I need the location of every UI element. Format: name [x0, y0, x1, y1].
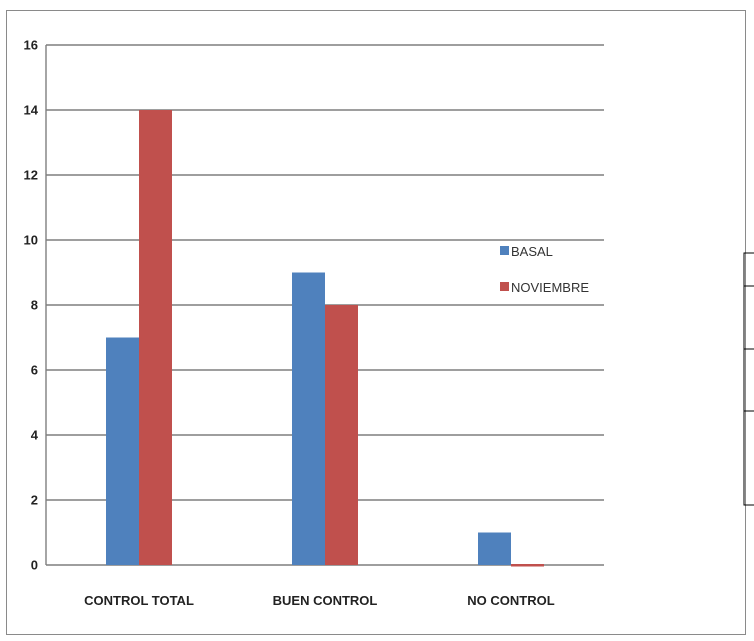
legend-swatch-basal	[500, 246, 509, 255]
y-tick-label: 12	[24, 168, 38, 183]
y-tick-labels: 0 2 4 6 8 10 12 14 16	[24, 38, 39, 573]
y-tick-label: 4	[31, 428, 39, 443]
y-tick-label: 14	[24, 103, 39, 118]
y-tick-label: 10	[24, 233, 38, 248]
legend: BASAL NOVIEMBRE	[500, 244, 589, 295]
chart-frame	[6, 10, 746, 635]
bar-basal	[478, 532, 511, 565]
legend-swatch-noviembre	[500, 282, 509, 291]
bars	[106, 110, 544, 567]
side-table-fragment	[743, 252, 754, 506]
legend-label-noviembre: NOVIEMBRE	[511, 280, 589, 295]
x-category-label: NO CONTROL	[467, 593, 554, 608]
bar-noviembre	[325, 305, 358, 565]
bar-noviembre	[139, 110, 172, 565]
bar-basal	[106, 337, 139, 565]
y-tick-label: 0	[31, 558, 38, 573]
x-category-label: CONTROL TOTAL	[84, 593, 194, 608]
y-tick-label: 2	[31, 493, 38, 508]
bar-noviembre	[511, 564, 544, 567]
y-tick-label: 16	[24, 38, 38, 53]
y-tick-label: 8	[31, 298, 38, 313]
x-category-label: BUEN CONTROL	[273, 593, 378, 608]
bar-basal	[292, 272, 325, 565]
legend-label-basal: BASAL	[511, 244, 553, 259]
category-labels: CONTROL TOTAL BUEN CONTROL NO CONTROL	[84, 593, 555, 608]
y-tick-label: 6	[31, 363, 38, 378]
